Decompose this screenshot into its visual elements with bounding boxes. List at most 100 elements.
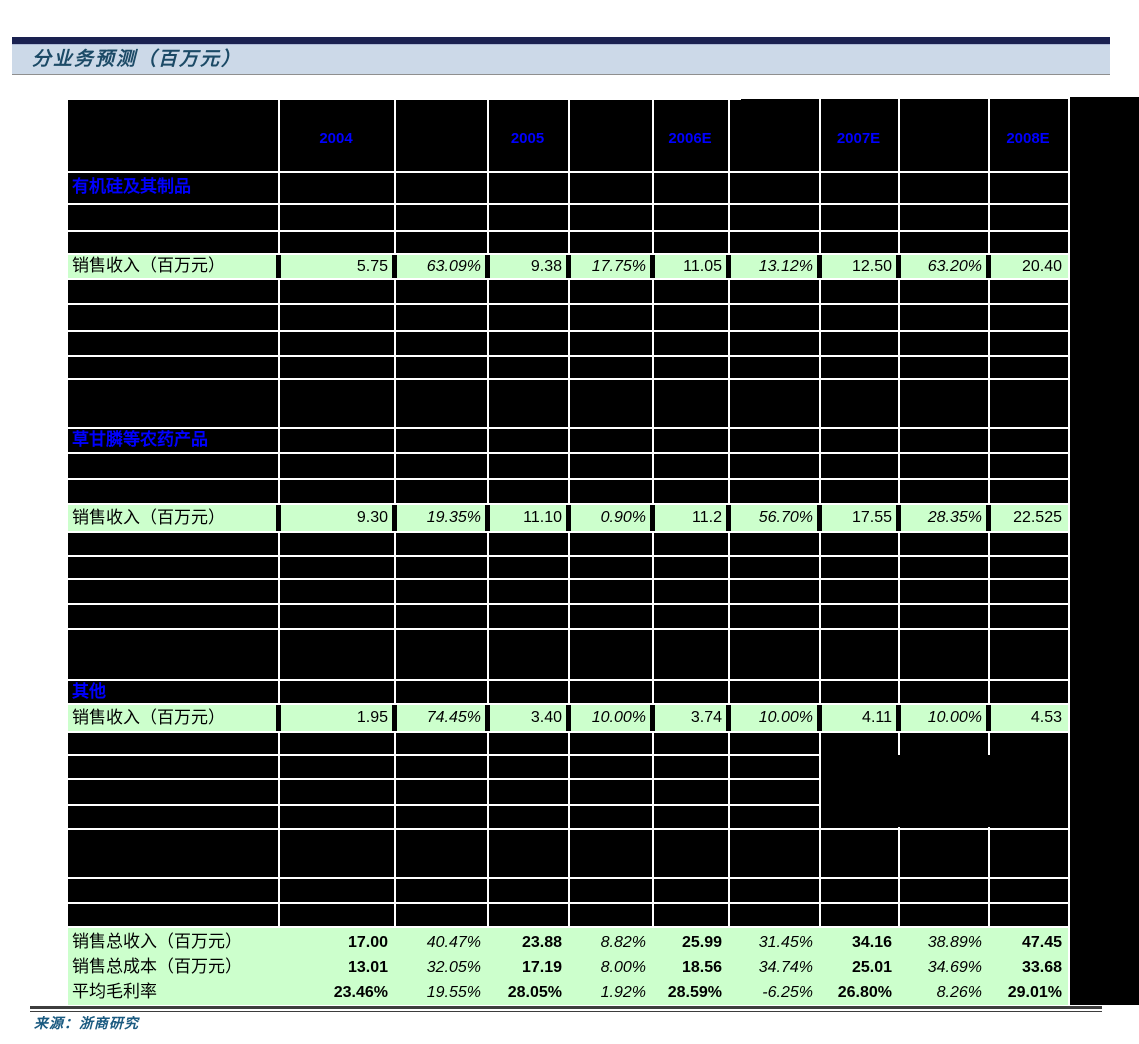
- value-cell: 63.09%: [426, 258, 481, 275]
- value-cell: 17.19: [521, 959, 562, 976]
- value-cell: 34.69%: [927, 959, 982, 976]
- column-separator: [392, 505, 397, 531]
- value-cell: 17.00: [347, 934, 388, 951]
- value-cell: 11.2: [692, 509, 722, 526]
- column-separator: [566, 255, 571, 278]
- column-separator: [986, 255, 991, 278]
- section-header-silicone: 有机硅及其制品: [72, 177, 191, 197]
- value-cell: 23.46%: [333, 984, 388, 1001]
- section-header-glyphosate: 草甘膦等农药产品: [72, 430, 208, 450]
- row-label-revenue: 销售收入（百万元）: [72, 256, 225, 276]
- column-separator: [726, 705, 731, 731]
- value-cell: 28.05%: [507, 984, 562, 1001]
- value-cell: 63.20%: [927, 258, 982, 275]
- column-separator: [650, 705, 655, 731]
- value-cell: 40.47%: [426, 934, 481, 951]
- merged-black-region: [821, 755, 1066, 827]
- column-separator: [276, 505, 281, 531]
- value-cell: 19.35%: [426, 509, 481, 526]
- value-cell: 4.53: [1030, 709, 1062, 726]
- value-cell: 32.05%: [426, 959, 481, 976]
- column-separator: [817, 505, 822, 531]
- forecast-table: 2004 2005 2006E 2007E 2008E 有机硅及其制品 草甘膦等…: [68, 97, 1139, 1005]
- col-header-2004: 2004: [319, 130, 353, 147]
- total-label-gross-margin: 平均毛利率: [72, 982, 157, 1002]
- column-separator: [896, 505, 901, 531]
- value-cell: 8.26%: [936, 984, 982, 1001]
- column-separator: [276, 705, 281, 731]
- value-cell: 38.89%: [927, 934, 982, 951]
- column-separator: [896, 705, 901, 731]
- column-separator: [650, 255, 655, 278]
- value-cell: 28.59%: [667, 984, 722, 1001]
- col-header-2006e: 2006E: [668, 130, 712, 147]
- value-cell: 8.82%: [600, 934, 646, 951]
- source-note: 来源：浙商研究: [34, 1016, 139, 1032]
- col-header-2007e: 2007E: [836, 130, 881, 147]
- column-separator: [986, 505, 991, 531]
- value-cell: 29.01%: [1007, 984, 1062, 1001]
- column-separator: [896, 255, 901, 278]
- highlight-row-other: [68, 705, 1068, 731]
- row-label-revenue: 销售收入（百万元）: [72, 508, 225, 528]
- col-header-2005: 2005: [510, 130, 545, 147]
- value-cell: 31.45%: [758, 934, 813, 951]
- top-cover: [68, 97, 741, 100]
- value-cell: 47.45: [1021, 934, 1062, 951]
- column-separator: [726, 505, 731, 531]
- value-cell: 17.75%: [591, 258, 646, 275]
- value-cell: 0.90%: [600, 509, 646, 526]
- value-cell: 10.00%: [927, 709, 982, 726]
- h-gridline: [68, 778, 821, 780]
- table-bottom-rule: [30, 1006, 1102, 1012]
- column-separator: [817, 255, 822, 278]
- value-cell: 34.16: [851, 934, 892, 951]
- value-cell: 9.38: [530, 258, 562, 275]
- column-separator: [650, 505, 655, 531]
- value-cell: 34.74%: [758, 959, 813, 976]
- value-cell: 3.40: [530, 709, 562, 726]
- title-bar: 分业务预测（百万元）: [12, 44, 1110, 75]
- v-gridline: [1068, 97, 1070, 1005]
- column-separator: [485, 255, 490, 278]
- column-separator: [392, 705, 397, 731]
- column-separator: [485, 705, 490, 731]
- value-cell: 8.00%: [600, 959, 646, 976]
- value-cell: -6.25%: [762, 984, 813, 1001]
- column-separator: [276, 255, 281, 278]
- value-cell: 74.45%: [426, 709, 481, 726]
- value-cell: 13.01: [347, 959, 388, 976]
- value-cell: 5.75: [356, 258, 388, 275]
- page-title: 分业务预测（百万元）: [32, 48, 243, 70]
- highlight-row-glyphosate: [68, 505, 1068, 531]
- value-cell: 25.01: [851, 959, 892, 976]
- value-cell: 28.35%: [927, 509, 982, 526]
- h-gridline: [68, 804, 821, 806]
- value-cell: 20.40: [1021, 258, 1062, 275]
- total-label-cost: 销售总成本（百万元）: [72, 957, 242, 977]
- value-cell: 33.68: [1021, 959, 1062, 976]
- value-cell: 13.12%: [758, 258, 813, 275]
- highlight-row-silicone: [68, 255, 1068, 278]
- value-cell: 12.50: [851, 258, 892, 275]
- value-cell: 4.11: [862, 709, 892, 726]
- h-gridline: [741, 97, 1068, 99]
- total-label-revenue: 销售总收入（百万元）: [72, 932, 242, 952]
- column-separator: [726, 255, 731, 278]
- value-cell: 1.95: [356, 709, 388, 726]
- value-cell: 25.99: [681, 934, 722, 951]
- value-cell: 3.74: [690, 709, 722, 726]
- value-cell: 56.70%: [758, 509, 813, 526]
- value-cell: 11.10: [523, 509, 562, 526]
- row-label-revenue: 销售收入（百万元）: [72, 708, 225, 728]
- gridlines-layer: [68, 97, 1139, 1005]
- column-separator: [817, 705, 822, 731]
- value-cell: 1.92%: [600, 984, 646, 1001]
- column-separator: [392, 255, 397, 278]
- value-cell: 9.30: [356, 509, 388, 526]
- value-cell: 18.56: [681, 959, 722, 976]
- column-separator: [986, 705, 991, 731]
- value-cell: 10.00%: [758, 709, 813, 726]
- col-header-2008e: 2008E: [1006, 130, 1050, 147]
